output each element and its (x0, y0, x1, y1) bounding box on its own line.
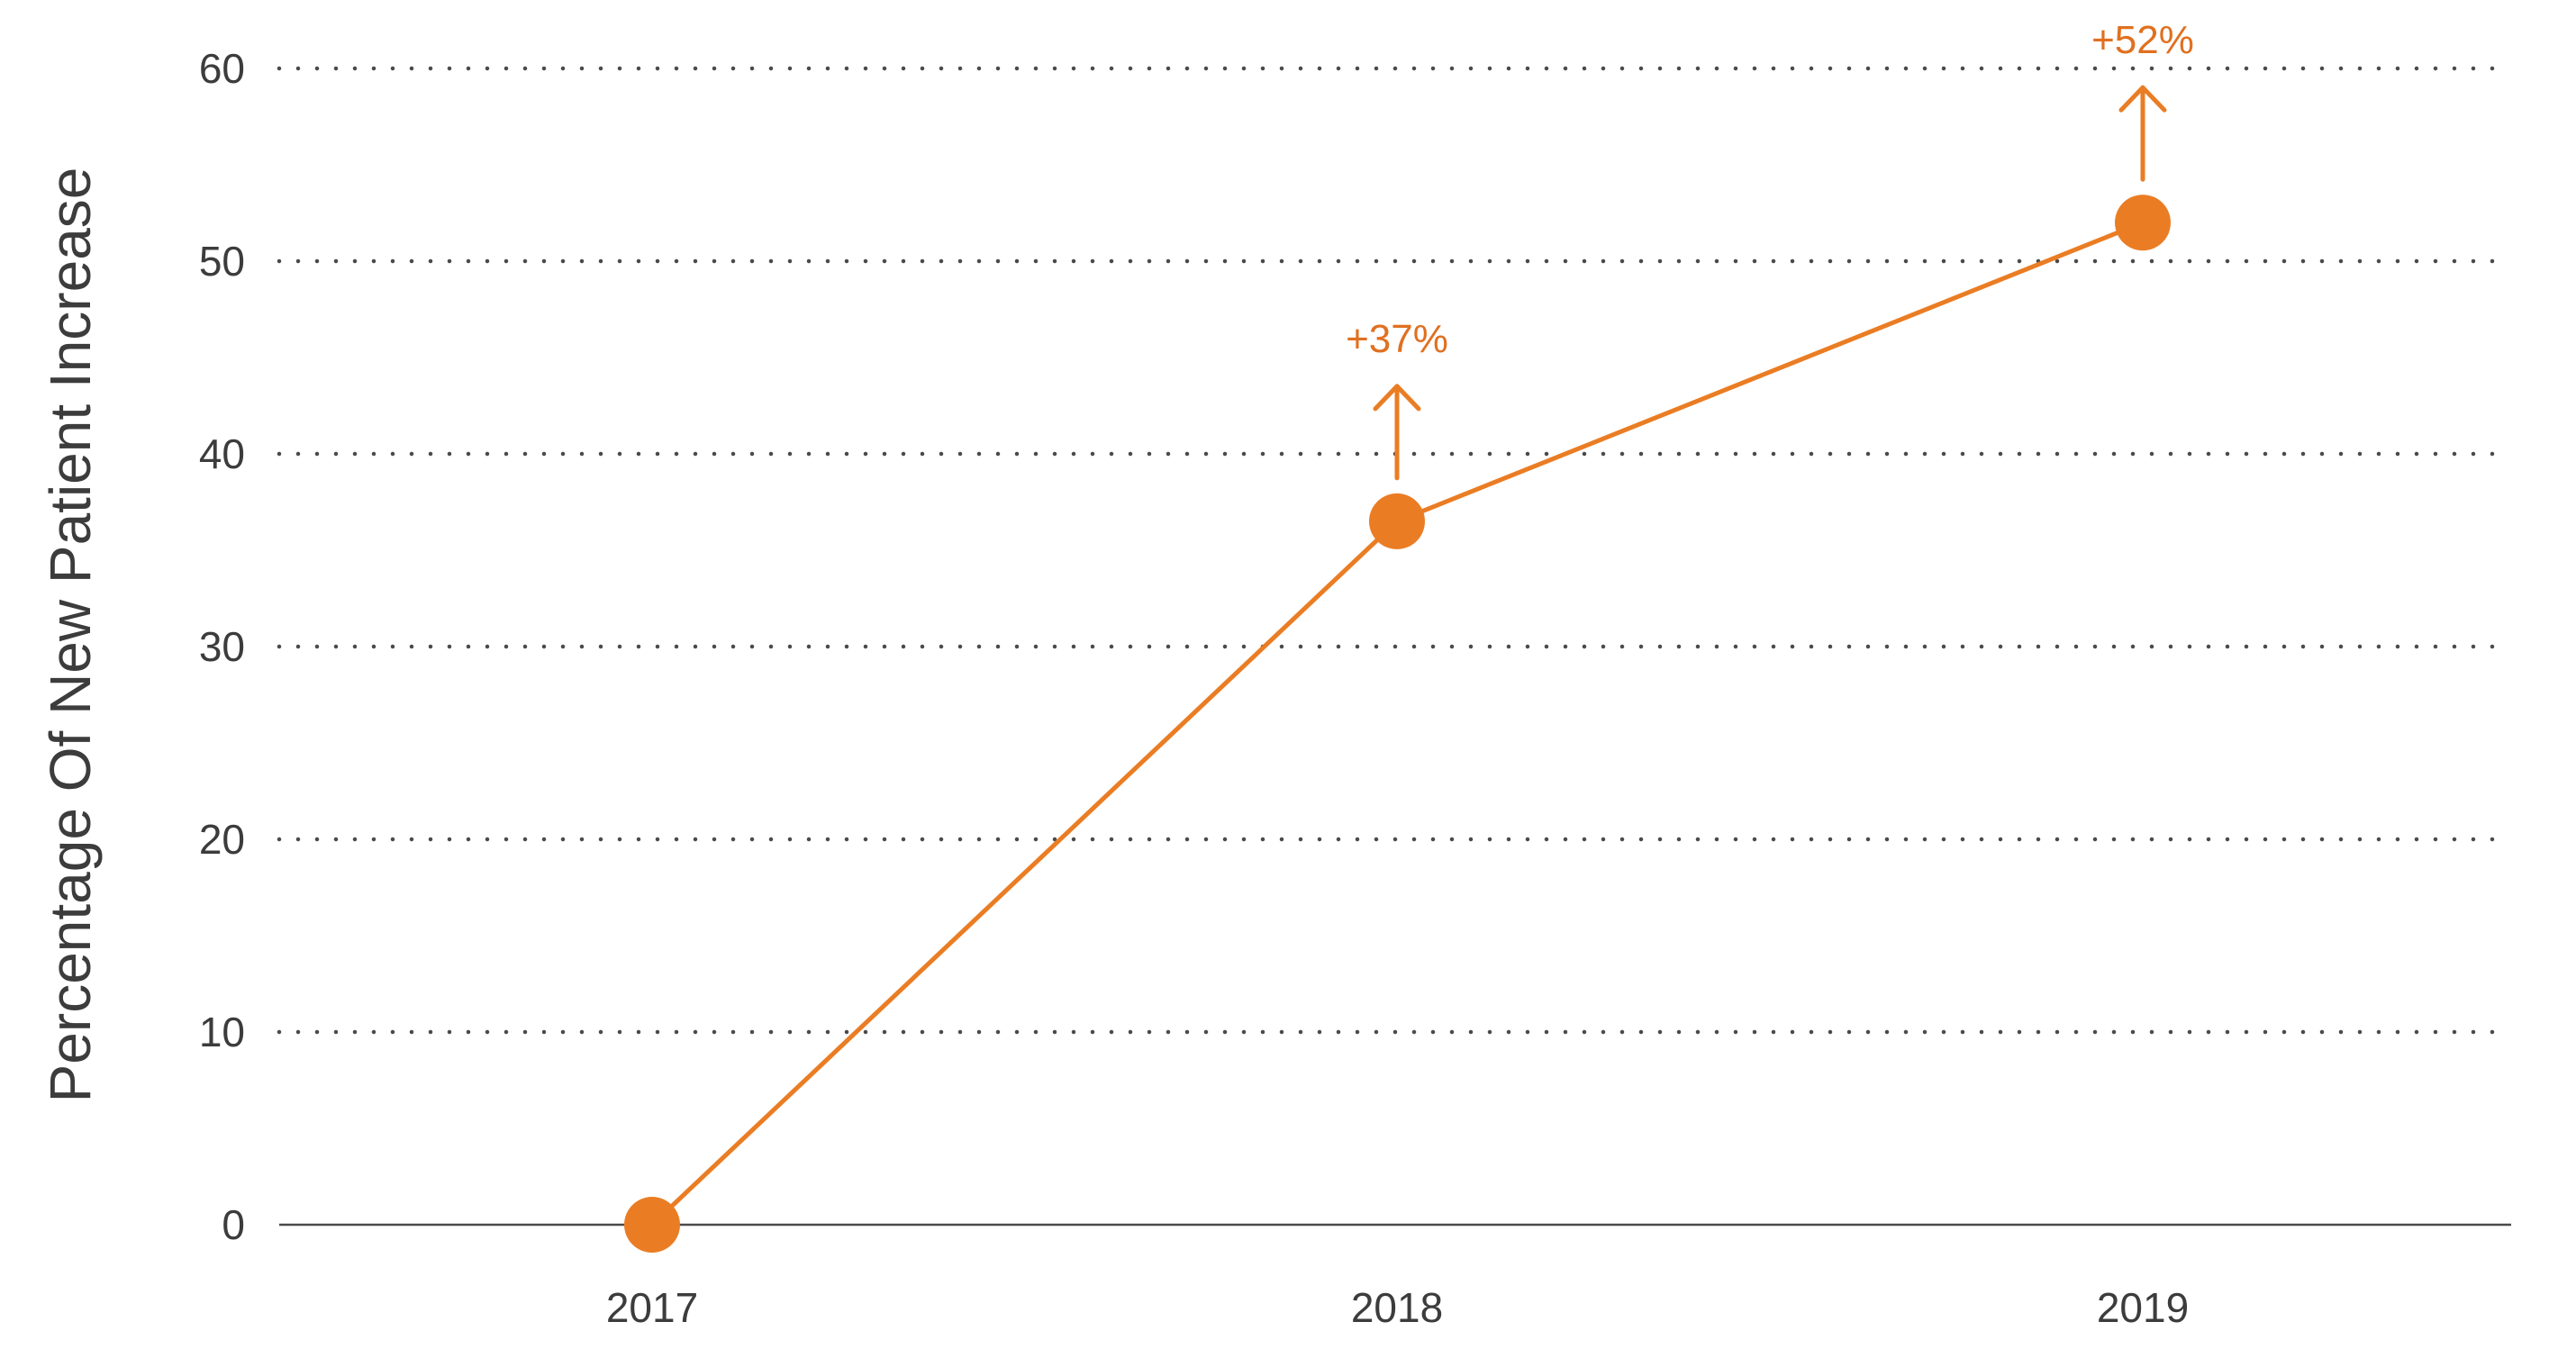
y-tick-label: 0 (222, 1201, 245, 1248)
y-tick-label: 50 (199, 238, 245, 285)
y-tick-label: 30 (199, 623, 245, 670)
series-line (649, 220, 2145, 1227)
arrow-head (2118, 85, 2167, 113)
y-tick-label: 10 (199, 1009, 245, 1055)
annotation-label: +52% (2091, 18, 2194, 62)
y-axis-title: Percentage Of New Patient Increase (38, 167, 103, 1103)
arrow-head (1373, 384, 1421, 412)
annotation-arrow (1373, 384, 1421, 481)
y-tick-label: 60 (199, 45, 245, 92)
data-point (2115, 195, 2171, 251)
x-tick-label: 2018 (1351, 1284, 1443, 1331)
y-tick-label: 20 (199, 816, 245, 863)
x-tick-label: 2017 (606, 1284, 698, 1331)
annotations: +37% +52% (1346, 18, 2194, 481)
annotation-arrow (2118, 85, 2167, 182)
gridlines (277, 66, 2514, 1035)
data-point (624, 1197, 680, 1253)
data-point (1369, 493, 1425, 549)
y-tick-label: 40 (199, 430, 245, 477)
x-tick-label: 2019 (2097, 1284, 2189, 1331)
series-layer (624, 195, 2171, 1253)
annotation-label: +37% (1346, 317, 1448, 361)
